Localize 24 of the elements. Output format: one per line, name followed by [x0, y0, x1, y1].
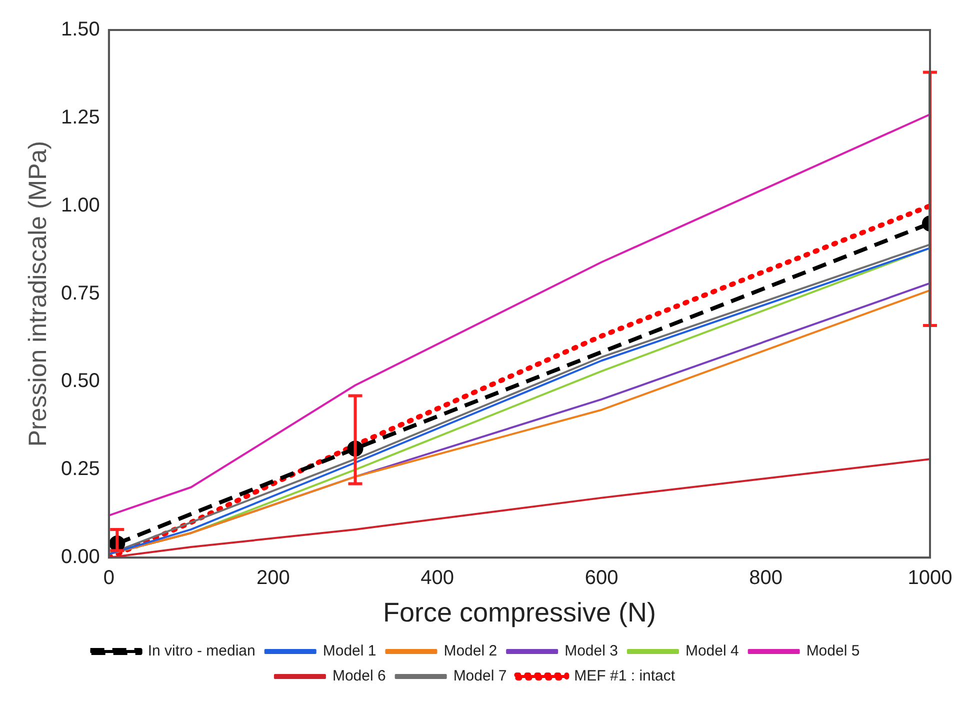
y-tick-label: 1.25 — [60, 106, 100, 128]
x-tick-label: 400 — [420, 567, 454, 590]
legend-label: Model 6 — [332, 668, 386, 685]
legend-label: Model 3 — [564, 642, 618, 660]
x-tick-label: 1000 — [908, 567, 952, 590]
x-tick-label: 800 — [749, 567, 782, 590]
x-axis-title: Force compressive (N) — [382, 597, 656, 628]
legend-label: Model 5 — [806, 642, 860, 660]
legend-label: In vitro - median — [148, 642, 256, 660]
x-tick-label: 600 — [584, 567, 618, 590]
x-tick-label: 200 — [256, 567, 290, 590]
legend-label: Model 2 — [444, 642, 498, 660]
legend-label: Model 1 — [322, 642, 376, 660]
legend-label: Model 4 — [685, 642, 739, 660]
legend-label: MEF #1 : intact — [574, 668, 676, 685]
y-tick-label: 0.25 — [60, 458, 100, 480]
y-tick-label: 0.00 — [60, 546, 100, 568]
y-tick-label: 1.00 — [60, 194, 100, 216]
x-tick-label: 0 — [103, 567, 114, 590]
y-tick-label: 0.75 — [60, 282, 100, 304]
legend-label: Model 7 — [453, 668, 507, 685]
y-tick-label: 0.50 — [60, 370, 100, 392]
y-axis-title: Pression intradiscale (MPa) — [24, 140, 52, 447]
y-tick-label: 1.50 — [60, 18, 100, 41]
